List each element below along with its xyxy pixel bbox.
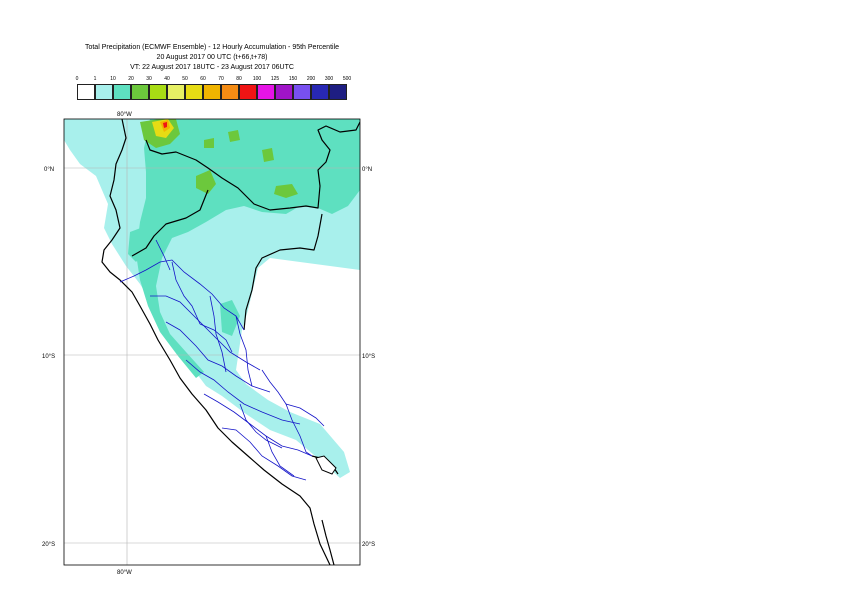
legend-threshold-label: 40 [164, 76, 170, 82]
lat-label-20s: 20°S [42, 542, 55, 548]
legend-color-box [203, 84, 221, 100]
lake-titicaca [315, 455, 337, 475]
legend-color-box [275, 84, 293, 100]
legend-color-box [149, 84, 167, 100]
legend-threshold-label: 500 [342, 76, 352, 82]
legend-color-box [77, 84, 95, 100]
legend-threshold-label: 60 [200, 76, 206, 82]
map-title: Total Precipitation (ECMWF Ensemble) - 1… [84, 44, 340, 51]
legend-color-box [239, 84, 257, 100]
legend-color-box [131, 84, 149, 100]
legend-color-box [167, 84, 185, 100]
base-time: 20 August 2017 00 UTC (t+66,t+78) [156, 54, 268, 61]
lat-label-0: 0°N [44, 167, 54, 173]
legend-threshold-label: 70 [218, 76, 224, 82]
legend-threshold-label: 1 [93, 76, 97, 82]
legend-threshold-label: 10 [110, 76, 116, 82]
legend-threshold-label: 0 [75, 76, 79, 82]
legend-color-box [257, 84, 275, 100]
admin-boundaries [119, 239, 325, 481]
legend-color-box [221, 84, 239, 100]
legend-color-box [113, 84, 131, 100]
legend-color-box [185, 84, 203, 100]
legend-color-box [293, 84, 311, 100]
legend-color-box [329, 84, 347, 100]
precip-shading [64, 119, 360, 478]
valid-time: VT: 22 August 2017 18UTC - 23 August 201… [130, 64, 294, 71]
lat-label-10s-right: 10°S [362, 354, 375, 360]
legend-color-box [311, 84, 329, 100]
map-frame [63, 118, 361, 566]
legend-threshold-label: 125 [270, 76, 280, 82]
legend-threshold-label: 20 [128, 76, 134, 82]
lat-label-10s: 10°S [42, 354, 55, 360]
legend-color-box [95, 84, 113, 100]
legend-threshold-label: 100 [252, 76, 262, 82]
legend-threshold-label: 50 [182, 76, 188, 82]
lat-label-20s-right: 20°S [362, 542, 375, 548]
graticule [64, 119, 360, 565]
lon-label-bottom: 80°W [117, 570, 132, 576]
legend-threshold-label: 30 [146, 76, 152, 82]
legend-threshold-label: 80 [236, 76, 242, 82]
coastline-and-borders [101, 119, 360, 565]
lon-label-top: 80°W [117, 112, 132, 118]
precip-legend: 0 1 10 20 30 40 50 60 70 80 100 125 150 200 300 500 [75, 76, 351, 104]
legend-threshold-label: 200 [306, 76, 316, 82]
legend-threshold-label: 150 [288, 76, 298, 82]
legend-threshold-label: 300 [324, 76, 334, 82]
lat-label-0-right: 0°N [362, 167, 372, 173]
